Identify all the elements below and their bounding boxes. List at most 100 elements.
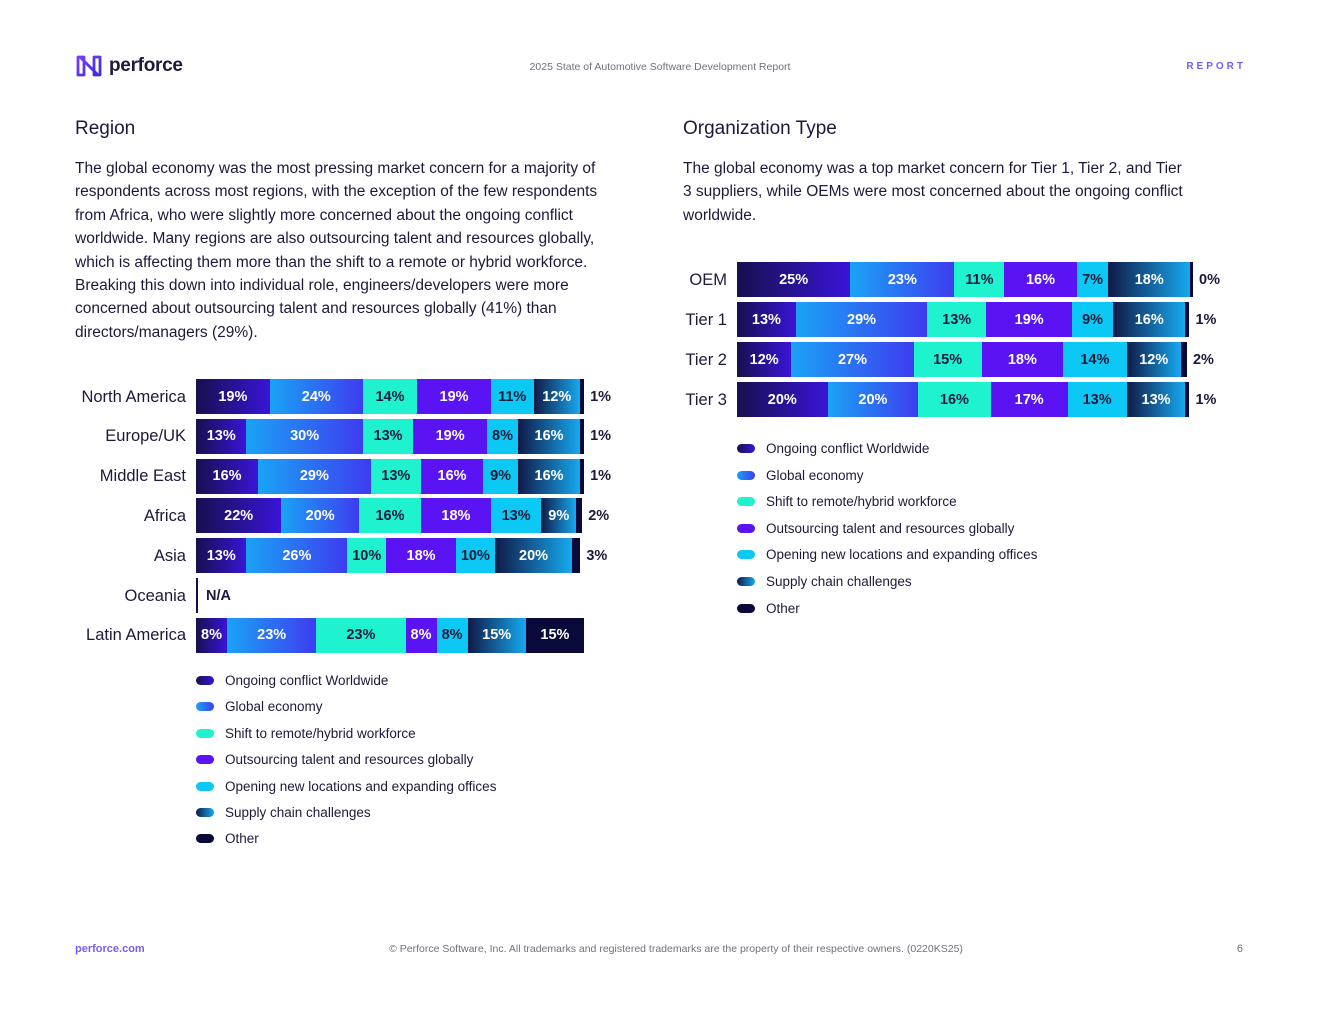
logo-text: perforce [109,55,183,76]
bar-segment-global-economy: 29% [795,302,928,337]
bar-value-label: 18% [406,547,436,564]
bar-value-label: 8% [492,428,513,445]
bar-segment-opening-new-locations-and-expanding-offices: 7% [1076,262,1109,297]
bar-segment-outsourcing-talent-and-resources-globally: 17% [990,382,1068,417]
bar-value-label: 7% [1082,271,1104,288]
legend-label: Shift to remote/hybrid workforce [766,494,957,510]
bar-value-label: 13% [381,468,411,485]
bar-value-label: 11% [965,271,994,288]
legend-swatch [196,755,214,765]
bar-value-label: 16% [1025,271,1056,288]
bar-value-label: 9% [1082,311,1104,328]
bar-value-label: 25% [779,271,809,288]
bar-segment-opening-new-locations-and-expanding-offices: 13% [490,498,542,534]
bar-value-label: 13% [1141,391,1171,408]
bar-value-label: 15% [540,627,570,644]
bar-value-label: 13% [751,311,781,328]
bar-segment-shift-to-remote-hybrid-workforce: 14% [362,379,418,414]
bar-segment-opening-new-locations-and-expanding-offices: 11% [490,379,534,414]
legend-swatch [737,603,755,613]
bar-segment-supply-chain-challenges: 16% [1112,302,1186,337]
report-title: 2025 State of Automotive Software Develo… [529,61,791,73]
bar-value-label: 29% [299,468,329,485]
bar-segment-ongoing-conflict-worldwide: 25% [737,262,851,297]
other-value-label: 1% [590,428,612,445]
legend-swatch [196,676,214,685]
bar-segment-shift-to-remote-hybrid-workforce: 16% [918,382,991,417]
bar-segment-supply-chain-challenges: 15% [467,617,526,653]
legend-label: Other [766,600,800,616]
bar-segment-shift-to-remote-hybrid-workforce: 15% [913,342,982,377]
legend-swatch [737,523,755,533]
legend-item-supply-chain-challenges: Supply chain challenges [737,574,912,589]
legend-label: Shift to remote/hybrid workforce [225,725,416,741]
bar-segment-opening-new-locations-and-expanding-offices: 8% [487,418,519,454]
bar-segment-ongoing-conflict-worldwide: 19% [196,379,270,414]
bar-value-label: 12% [749,351,779,368]
bar-segment-other [580,379,585,414]
footer-website-link[interactable]: perforce.com [75,943,145,955]
bar-segment-other [1190,262,1193,297]
bar-value-label: 13% [206,547,236,564]
category-label-europe-uk: Europe/UK [105,427,186,446]
bar-value-label: 12% [542,388,572,405]
bar-segment-other [576,498,583,534]
bar-segment-other [580,458,585,494]
category-label-latin-america: Latin America [86,626,186,645]
bar-segment-global-economy: 30% [246,418,363,454]
bar-segment-shift-to-remote-hybrid-workforce: 13% [927,302,987,337]
bar-segment-global-economy: 27% [791,342,914,377]
bar-value-label: 20% [305,507,335,524]
bar-segment-outsourcing-talent-and-resources-globally: 18% [386,538,456,574]
region-description: The global economy was the most pressing… [75,160,598,341]
bar-value-label: 8% [201,627,222,644]
legend-item-shift-to-remote-hybrid-workforce: Shift to remote/hybrid workforce [196,726,416,741]
bar-segment-outsourcing-talent-and-resources-globally: 19% [417,379,491,414]
legend-item-ongoing-conflict-worldwide: Ongoing conflict Worldwide [737,441,929,456]
bar-value-label: 14% [375,388,405,405]
bar-value-label: 18% [441,507,471,524]
legend-label: Outsourcing talent and resources globall… [225,752,474,768]
legend-item-ongoing-conflict-worldwide: Ongoing conflict Worldwide [196,673,388,688]
bar-segment-supply-chain-challenges: 12% [1126,342,1181,377]
bar-segment-supply-chain-challenges: 16% [518,458,581,494]
bar-segment-other [572,538,581,574]
category-label-oceania: Oceania [124,586,186,605]
bar-segment-ongoing-conflict-worldwide: 20% [737,382,828,417]
bar-segment-shift-to-remote-hybrid-workforce: 13% [370,458,422,494]
other-value-label: 3% [586,547,608,564]
bar-segment-ongoing-conflict-worldwide: 13% [196,538,247,574]
other-value-label: 1% [590,468,612,485]
perforce-logo[interactable]: perforce [75,54,183,78]
bar-value-label: 13% [501,507,531,524]
bar-segment-shift-to-remote-hybrid-workforce: 11% [954,262,1005,297]
bar-segment-outsourcing-talent-and-resources-globally: 16% [1004,262,1077,297]
bar-value-label: 13% [942,311,972,328]
legend-swatch [196,834,214,844]
bar-value-label: 20% [519,547,549,564]
perforce-logo-icon [76,55,102,77]
bar-segment-outsourcing-talent-and-resources-globally: 18% [981,342,1064,377]
bar-value-label: 9% [548,507,570,524]
other-value-label: 1% [590,388,612,405]
bar-value-label: 19% [439,388,469,405]
bar-segment-ongoing-conflict-worldwide: 12% [737,342,792,377]
bar-segment-opening-new-locations-and-expanding-offices: 8% [436,617,468,653]
na-marker [196,578,198,613]
bar-segment-global-economy: 20% [281,498,359,534]
bar-value-label: 19% [435,428,465,445]
legend-label: Outsourcing talent and resources globall… [766,520,1015,536]
bar-segment-ongoing-conflict-worldwide: 8% [196,617,228,653]
category-label-asia: Asia [153,546,186,565]
bar-segment-supply-chain-challenges: 9% [541,498,577,534]
legend-item-opening-new-locations-and-expanding-offices: Opening new locations and expanding offi… [737,547,1037,562]
bar-segment-outsourcing-talent-and-resources-globally: 19% [986,302,1073,337]
legend-item-supply-chain-challenges: Supply chain challenges [196,805,371,820]
legend-item-other: Other [737,601,800,616]
bar-segment-opening-new-locations-and-expanding-offices: 13% [1067,382,1127,417]
bar-value-label: 16% [1134,311,1164,328]
legend-label: Ongoing conflict Worldwide [225,673,389,688]
category-label-tier-3: Tier 3 [685,390,727,409]
bar-value-label: 30% [290,428,320,445]
legend-swatch [196,781,214,791]
